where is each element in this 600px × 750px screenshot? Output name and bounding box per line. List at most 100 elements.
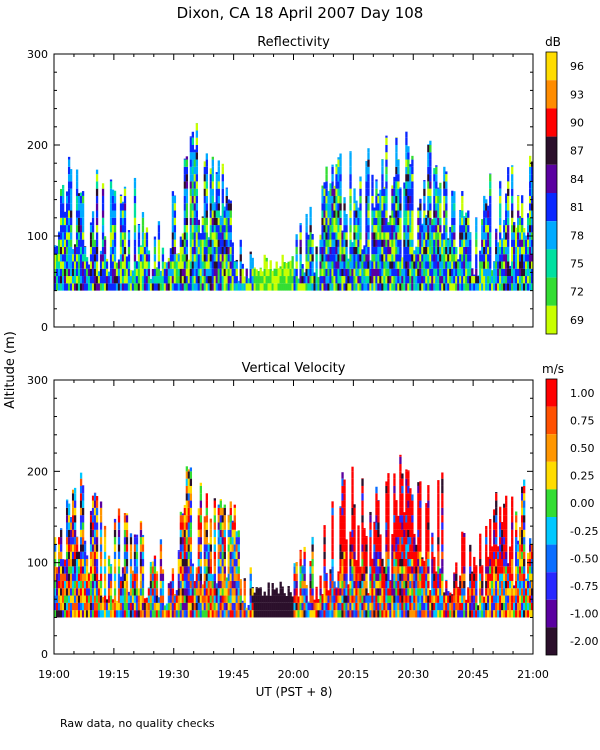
- colorbar-unit: dB: [545, 35, 561, 49]
- heatmap-cell: [57, 551, 61, 560]
- heatmap-cell: [371, 254, 374, 262]
- heatmap-cell: [183, 225, 187, 233]
- heatmap-cell: [147, 268, 151, 277]
- heatmap-cell: [91, 515, 95, 523]
- heatmap-cell: [341, 254, 344, 262]
- heatmap-cell: [455, 254, 458, 262]
- heatmap-cell: [511, 188, 514, 196]
- heatmap-cell: [209, 246, 212, 255]
- heatmap-cell: [127, 610, 131, 618]
- heatmap-cell: [401, 268, 404, 277]
- heatmap-cell: [207, 237, 210, 240]
- heatmap-cell: [413, 573, 416, 581]
- heatmap-cell: [387, 573, 390, 581]
- heatmap-cell: [181, 529, 185, 538]
- heatmap-cell: [305, 254, 308, 262]
- heatmap-cell: [323, 276, 326, 284]
- heatmap-cell: [93, 254, 97, 262]
- heatmap-cell: [125, 610, 129, 618]
- heatmap-cell: [373, 566, 376, 574]
- heatmap-cell: [201, 610, 204, 618]
- heatmap-cell: [63, 610, 67, 618]
- heatmap-cell: [153, 239, 157, 247]
- heatmap-cell: [187, 268, 191, 277]
- heatmap-cell: [293, 610, 296, 618]
- heatmap-cell: [441, 515, 444, 523]
- heatmap-cell: [137, 232, 141, 240]
- heatmap-cell: [93, 537, 97, 545]
- heatmap-cell: [305, 283, 308, 291]
- heatmap-cell: [451, 268, 454, 277]
- heatmap-cell: [293, 566, 296, 574]
- heatmap-cell: [183, 610, 187, 618]
- heatmap-cell: [369, 261, 372, 269]
- heatmap-cell: [239, 588, 242, 596]
- heatmap-cell: [115, 283, 119, 291]
- heatmap-cell: [491, 602, 494, 611]
- heatmap-cell: [291, 283, 294, 291]
- heatmap-cell: [75, 239, 79, 247]
- heatmap-cell: [251, 595, 254, 603]
- heatmap-cell: [395, 210, 398, 218]
- heatmap-cell: [221, 261, 224, 269]
- heatmap-cell: [453, 261, 456, 269]
- heatmap-cell: [435, 580, 438, 589]
- heatmap-cell: [457, 588, 460, 596]
- heatmap-cell: [191, 137, 195, 145]
- heatmap-cell: [109, 195, 113, 204]
- heatmap-cell: [321, 239, 324, 247]
- heatmap-cell: [369, 260, 372, 262]
- heatmap-cell: [385, 529, 388, 538]
- heatmap-cell: [529, 261, 532, 269]
- heatmap-cell: [367, 593, 370, 596]
- heatmap-cell: [351, 471, 354, 479]
- heatmap-cell: [323, 254, 326, 262]
- heatmap-cell: [487, 210, 490, 218]
- heatmap-cell: [419, 232, 422, 240]
- heatmap-cell: [461, 610, 464, 618]
- colorbar-swatch: [546, 193, 557, 222]
- heatmap-cell: [461, 261, 464, 269]
- heatmap-cell: [295, 573, 298, 581]
- heatmap-cell: [61, 283, 65, 291]
- heatmap-cell: [399, 283, 402, 291]
- heatmap-cell: [229, 239, 232, 247]
- heatmap-cell: [461, 588, 464, 596]
- heatmap-cell: [479, 588, 482, 596]
- heatmap-cell: [183, 174, 187, 182]
- heatmap-cell: [391, 185, 394, 189]
- heatmap-cell: [73, 595, 77, 603]
- heatmap-cell: [149, 283, 153, 291]
- heatmap-cell: [497, 246, 500, 255]
- heatmap-cell: [467, 246, 470, 255]
- heatmap-cell: [109, 283, 113, 291]
- heatmap-cell: [167, 283, 171, 291]
- heatmap-cell: [145, 254, 149, 262]
- heatmap-cell: [127, 591, 131, 596]
- heatmap-cell: [409, 239, 412, 247]
- heatmap-cell: [431, 580, 434, 589]
- heatmap-cell: [59, 559, 63, 567]
- heatmap-cell: [183, 261, 187, 269]
- heatmap-cell: [75, 544, 79, 552]
- heatmap-cell: [369, 537, 372, 545]
- heatmap-cell: [73, 522, 77, 530]
- panel-title: Reflectivity: [257, 35, 330, 50]
- heatmap-cell: [81, 544, 85, 552]
- heatmap-cell: [319, 580, 322, 589]
- heatmap-cell: [211, 203, 214, 211]
- heatmap-cell: [387, 588, 390, 596]
- heatmap-cell: [405, 507, 408, 516]
- heatmap-cell: [479, 602, 482, 611]
- heatmap-cell: [357, 551, 360, 560]
- heatmap-cell: [381, 588, 384, 596]
- heatmap-cell: [335, 164, 338, 167]
- heatmap-cell: [69, 551, 73, 560]
- heatmap-cell: [469, 602, 472, 611]
- heatmap-cell: [61, 559, 65, 567]
- heatmap-cell: [153, 268, 157, 277]
- heatmap-cell: [431, 551, 434, 560]
- heatmap-cell: [461, 254, 464, 262]
- heatmap-cell: [239, 595, 242, 603]
- heatmap-cell: [375, 486, 378, 494]
